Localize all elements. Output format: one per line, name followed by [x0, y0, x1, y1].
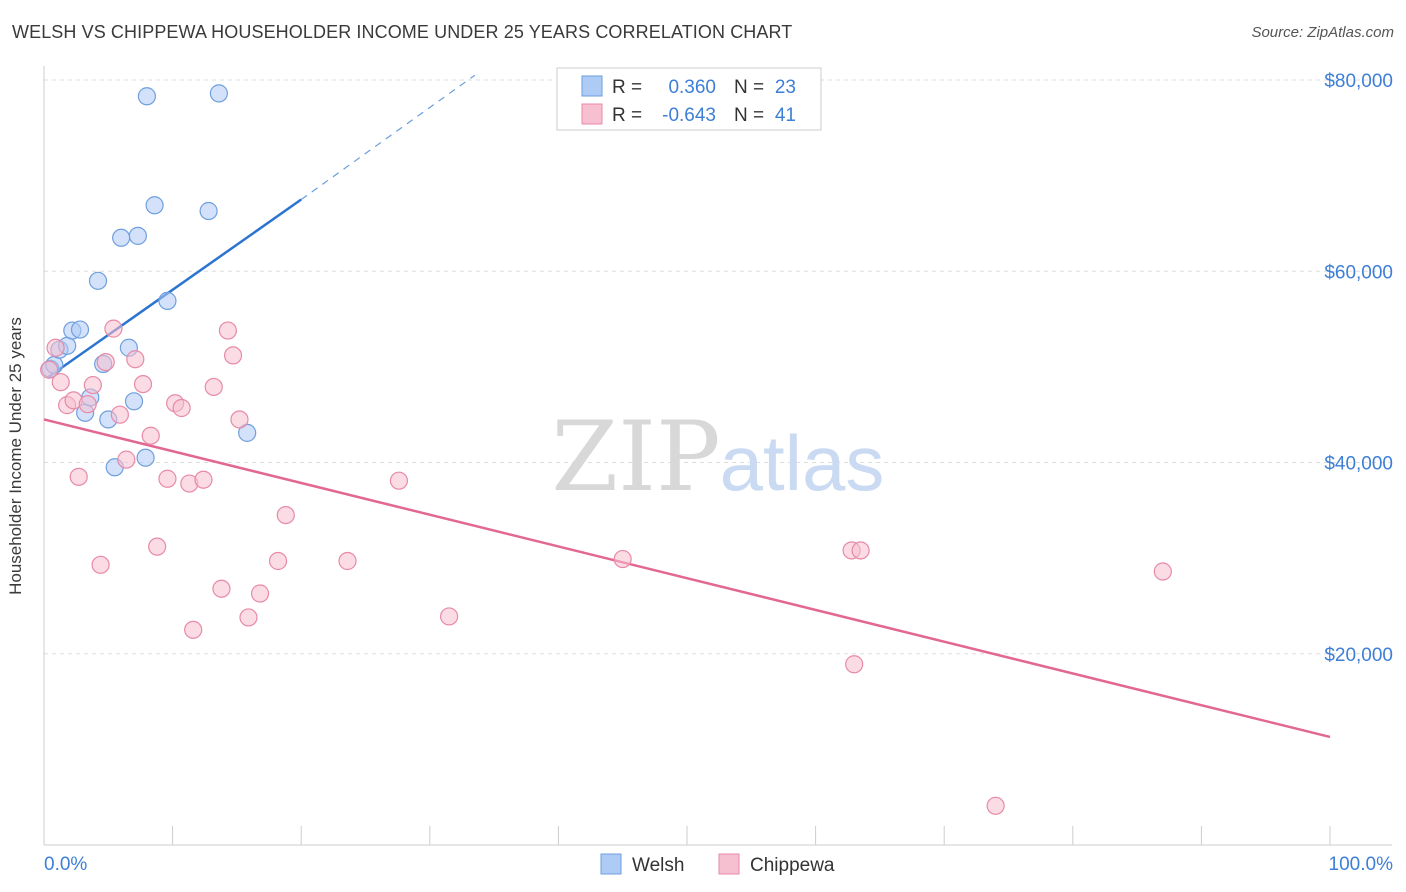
chippewa-trend-line [43, 418, 1331, 739]
welsh-trend-extension [300, 74, 476, 201]
chippewa-point [250, 584, 270, 603]
legend-n-value: 41 [775, 105, 796, 126]
chippewa-point [851, 541, 870, 560]
chippewa-point [148, 537, 167, 556]
chippewa-point [613, 549, 632, 569]
grid-layer [44, 79, 1392, 655]
welsh-point [158, 291, 177, 310]
y-tick-label: $60,000 [1324, 262, 1393, 283]
chippewa-point [845, 655, 864, 674]
chippewa-point [268, 551, 288, 571]
axis-layer [43, 66, 1392, 846]
chippewa-point [110, 405, 129, 424]
chippewa-point [126, 350, 145, 369]
legend-swatch-welsh [600, 853, 622, 875]
welsh-point [124, 392, 144, 411]
chippewa-point [91, 555, 110, 574]
chippewa-point [276, 505, 295, 525]
chippewa-point [69, 467, 88, 486]
legend-r-label: R = [612, 105, 642, 126]
welsh-point [128, 226, 147, 245]
chippewa-point [104, 319, 123, 338]
welsh-point [238, 423, 257, 442]
legend-n-value: 23 [775, 77, 796, 98]
x-tick-label: 0.0% [44, 854, 87, 875]
chippewa-point [78, 395, 97, 414]
chippewa-point [204, 377, 223, 397]
x-tick-labels: 0.0% 100.0% [44, 854, 1393, 875]
legend-label-chippewa: Chippewa [750, 855, 835, 876]
legend-r-value: -0.643 [662, 105, 716, 126]
chippewa-point [212, 579, 231, 598]
chippewa-point [223, 346, 243, 365]
chippewa-point [51, 373, 70, 392]
stats-legend: R = 0.360 N = 23 R = -0.643 N = 41 [556, 67, 822, 131]
welsh-point [145, 196, 164, 215]
points-layer [40, 84, 1172, 815]
y-tick-label: $80,000 [1324, 71, 1393, 92]
welsh-trend-line [47, 198, 302, 379]
chippewa-point [133, 374, 153, 394]
welsh-point [137, 87, 156, 106]
chippewa-point [986, 796, 1005, 815]
watermark-atlas: atlas [720, 419, 885, 507]
chippewa-point [239, 608, 258, 627]
legend-r-value: 0.360 [668, 77, 716, 98]
legend-n-label: N = [734, 105, 764, 126]
chippewa-point [230, 410, 249, 429]
series-legend: Welsh Chippewa [600, 853, 835, 876]
y-tick-labels: $20,000 $40,000 $60,000 $80,000 [1324, 71, 1393, 666]
y-tick-label: $40,000 [1324, 454, 1393, 475]
chippewa-point [338, 551, 357, 571]
chart-title: WELSH VS CHIPPEWA HOUSEHOLDER INCOME UND… [12, 22, 793, 42]
x-tick-label: 100.0% [1329, 854, 1394, 875]
chippewa-point [96, 352, 115, 372]
chippewa-point [158, 469, 177, 488]
legend-swatch-chippewa [718, 853, 740, 875]
welsh-point [88, 271, 108, 290]
welsh-point [199, 201, 218, 221]
welsh-point [209, 84, 228, 103]
chippewa-point [117, 450, 136, 469]
trend-layer [43, 74, 1331, 739]
y-tick-label: $20,000 [1324, 645, 1393, 666]
legend-n-label: N = [734, 77, 764, 98]
watermark-zip: ZIP [551, 401, 720, 513]
chippewa-point [439, 607, 459, 626]
chippewa-point [218, 321, 237, 340]
source-credit: Source: ZipAtlas.com [1251, 24, 1394, 41]
chippewa-point [184, 620, 203, 639]
chippewa-point [194, 470, 213, 489]
legend-swatch-chippewa [581, 103, 603, 125]
welsh-point [70, 320, 90, 339]
chippewa-point [40, 360, 59, 379]
chippewa-point [1153, 562, 1172, 581]
chippewa-point [46, 338, 65, 357]
legend-swatch-welsh [581, 75, 603, 97]
chippewa-point [389, 471, 409, 490]
chippewa-point [172, 398, 191, 418]
welsh-point [112, 228, 131, 247]
legend-r-label: R = [612, 77, 642, 98]
welsh-point [136, 448, 155, 467]
chippewa-point [141, 426, 160, 445]
chippewa-point [83, 375, 102, 395]
legend-label-welsh: Welsh [632, 855, 684, 876]
